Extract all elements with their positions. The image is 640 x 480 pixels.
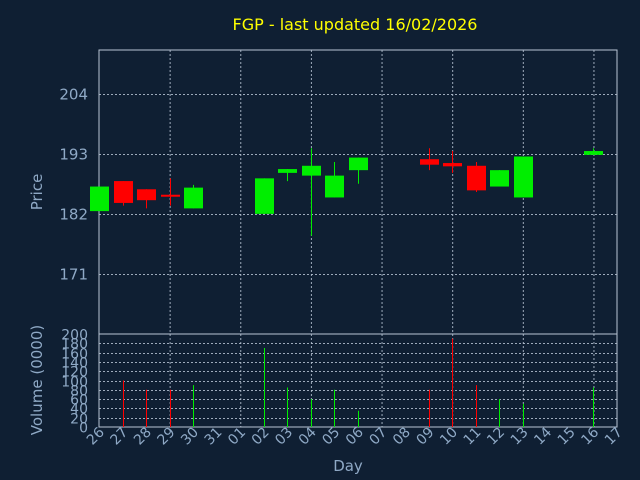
day-tick-label: 29 (155, 425, 179, 449)
candle-body (161, 194, 180, 197)
price-grid (99, 50, 617, 334)
price-tick-label: 204 (59, 86, 88, 104)
day-tick-label: 16 (578, 424, 602, 448)
candle-body (90, 186, 109, 212)
candle-body (255, 178, 274, 214)
day-tick-label: 11 (461, 425, 485, 449)
price-candles (90, 148, 603, 236)
price-tick-labels: 171 182 193 204 (59, 86, 88, 284)
day-tick-label: 02 (249, 425, 273, 449)
candle-body (184, 187, 203, 209)
day-tick-label: 15 (555, 425, 579, 449)
price-tick-label: 171 (59, 266, 88, 284)
price-tick-label: 193 (59, 146, 88, 164)
day-tick-label: 04 (296, 424, 320, 448)
day-tick-label: 05 (319, 425, 343, 449)
candle-body (349, 157, 368, 171)
day-tick-label: 12 (484, 425, 508, 449)
volume-bars (123, 338, 594, 427)
candle-body (114, 181, 133, 203)
volume-tick-label: 180 (61, 337, 88, 353)
candle-body (278, 169, 297, 173)
day-tick-label: 09 (414, 425, 438, 449)
candle-body (514, 156, 533, 198)
day-tick-label: 03 (272, 425, 296, 449)
volume-tick-label: 160 (61, 347, 88, 363)
chart-title: FGP - last updated 16/02/2026 (233, 15, 478, 34)
day-tick-label: 27 (107, 425, 131, 449)
price-tick-label: 182 (59, 206, 88, 224)
day-tick-label: 13 (508, 425, 532, 449)
volume-tick-label: 60 (70, 393, 88, 409)
price-panel-frame (98, 49, 618, 335)
volume-tick-label: 40 (70, 402, 88, 418)
day-tick-label: 06 (343, 424, 367, 448)
candle-body (302, 165, 321, 176)
day-tick-label: 01 (225, 425, 249, 449)
day-tick-label: 14 (531, 424, 555, 448)
candle-body (443, 163, 462, 167)
day-tick-label: 17 (602, 425, 626, 449)
price-axis-label: Price (28, 174, 46, 211)
day-tick-label: 08 (390, 425, 414, 449)
candle-body (584, 151, 603, 155)
candle-body (325, 175, 344, 198)
volume-tick-label: 200 (61, 328, 88, 344)
candle-body (490, 170, 509, 187)
x-axis-label: Day (333, 457, 363, 475)
volume-tick-label: 80 (70, 384, 88, 400)
volume-tick-label: 0 (79, 421, 88, 437)
volume-axis-label: Volume (0000) (28, 325, 46, 435)
day-tick-label: 28 (131, 425, 155, 449)
volume-tick-label: 100 (61, 375, 88, 391)
day-tick-label: 07 (366, 425, 390, 449)
day-tick-label: 30 (178, 425, 202, 449)
day-tick-label: 10 (437, 425, 461, 449)
candle-body (420, 159, 439, 165)
candle-body (137, 189, 156, 201)
volume-tick-label: 20 (70, 412, 88, 428)
volume-tick-label: 140 (61, 356, 88, 372)
day-tick-label: 31 (202, 425, 226, 449)
day-tick-labels: 26 27 28 29 30 31 01 02 03 04 05 06 07 08 09 10 11 12 13 14… (84, 424, 626, 448)
volume-tick-label: 120 (61, 365, 88, 381)
candle-body (467, 165, 486, 191)
